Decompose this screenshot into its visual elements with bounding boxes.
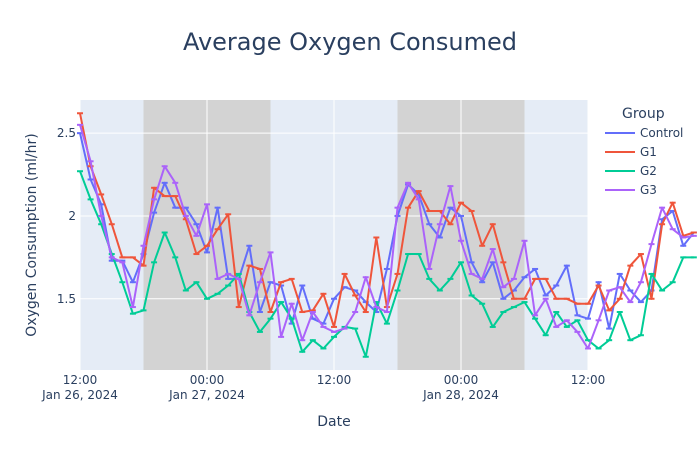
legend-label: G2 [640,164,657,178]
legend-label: G3 [640,183,657,197]
legend-items: Control G1 G2 G3 [605,126,683,197]
series-lines [77,112,697,358]
series-g3 [77,123,697,350]
legend-label: Control [640,126,683,140]
legend-item-g3[interactable]: G3 [605,183,657,197]
legend-item-g2[interactable]: G2 [605,164,657,178]
legend: Group Control G1 G2 G3 [605,106,683,197]
x-tick-date-label: Jan 28, 2024 [422,388,499,402]
x-tick-label: 12:00 [571,373,606,387]
y-tick-label: 2.5 [57,126,76,140]
legend-title: Group [622,106,665,122]
x-tick-label: 00:00 [190,373,225,387]
chart-title: Average Oxygen Consumed [183,28,517,56]
series-g2 [77,170,697,358]
x-tick-label: 12:00 [63,373,98,387]
x-tick-date-label: Jan 27, 2024 [168,388,245,402]
y-axis-title: Oxygen Consumption (ml/hr) [24,133,40,336]
x-tick-date-label: Jan 26, 2024 [41,388,118,402]
y-axis-ticks: 1.5 2 2.5 [57,126,76,306]
x-tick-label: 00:00 [444,373,479,387]
legend-item-control[interactable]: Control [605,126,683,140]
y-tick-label: 1.5 [57,292,76,306]
legend-label: G1 [640,145,657,159]
x-tick-label: 12:00 [317,373,352,387]
x-axis-title: Date [317,414,350,430]
y-tick-label: 2 [68,209,76,223]
legend-item-g1[interactable]: G1 [605,145,657,159]
